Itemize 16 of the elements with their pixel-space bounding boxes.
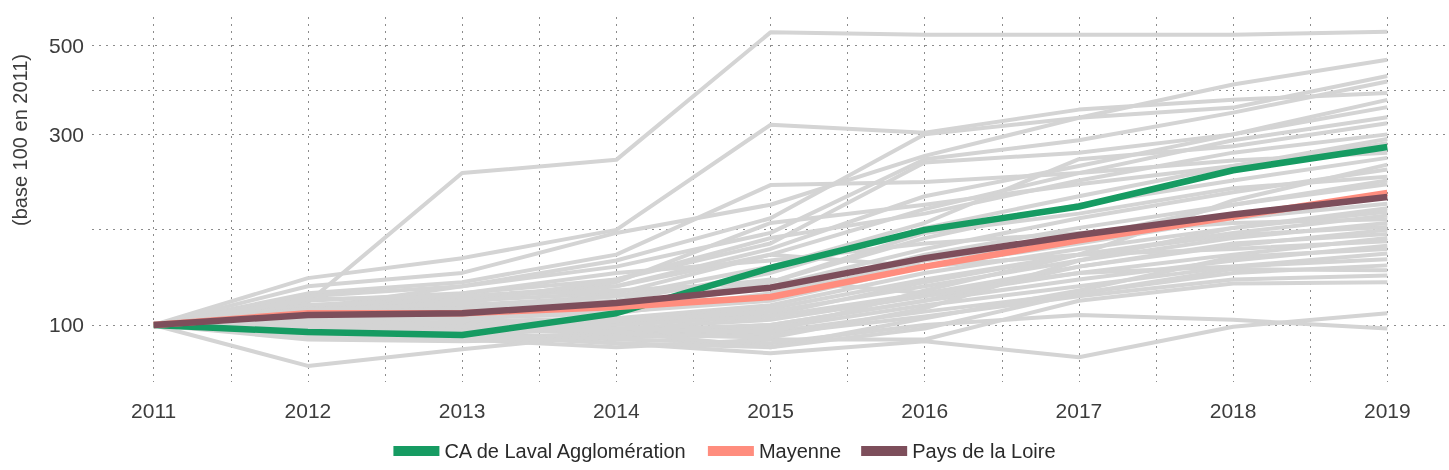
x-tick-label: 2016	[901, 399, 949, 422]
y-tick-label: 100	[48, 313, 84, 337]
legend-label: Mayenne	[758, 440, 842, 462]
y-axis-title: (base 100 en 2011)	[9, 54, 31, 226]
x-tick-label: 2018	[1209, 399, 1257, 422]
x-tick-label: 2012	[284, 399, 332, 422]
legend-label: Pays de la Loire	[912, 440, 1056, 462]
x-tick-label: 2017	[1055, 399, 1103, 422]
x-tick-label: 2011	[131, 399, 177, 422]
y-tick-label: 300	[48, 122, 84, 146]
x-tick-label: 2015	[747, 399, 794, 422]
y-tick-label: 500	[48, 34, 84, 58]
x-tick-label: 2013	[438, 399, 486, 422]
legend-label: CA de Laval Agglomération	[444, 440, 686, 462]
x-tick-label: 2019	[1363, 399, 1411, 422]
x-tick-label: 2014	[592, 399, 640, 422]
